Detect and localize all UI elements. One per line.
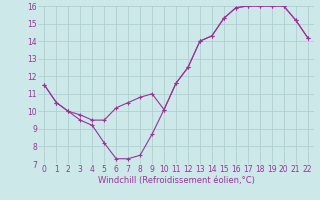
X-axis label: Windchill (Refroidissement éolien,°C): Windchill (Refroidissement éolien,°C) [98, 176, 254, 185]
